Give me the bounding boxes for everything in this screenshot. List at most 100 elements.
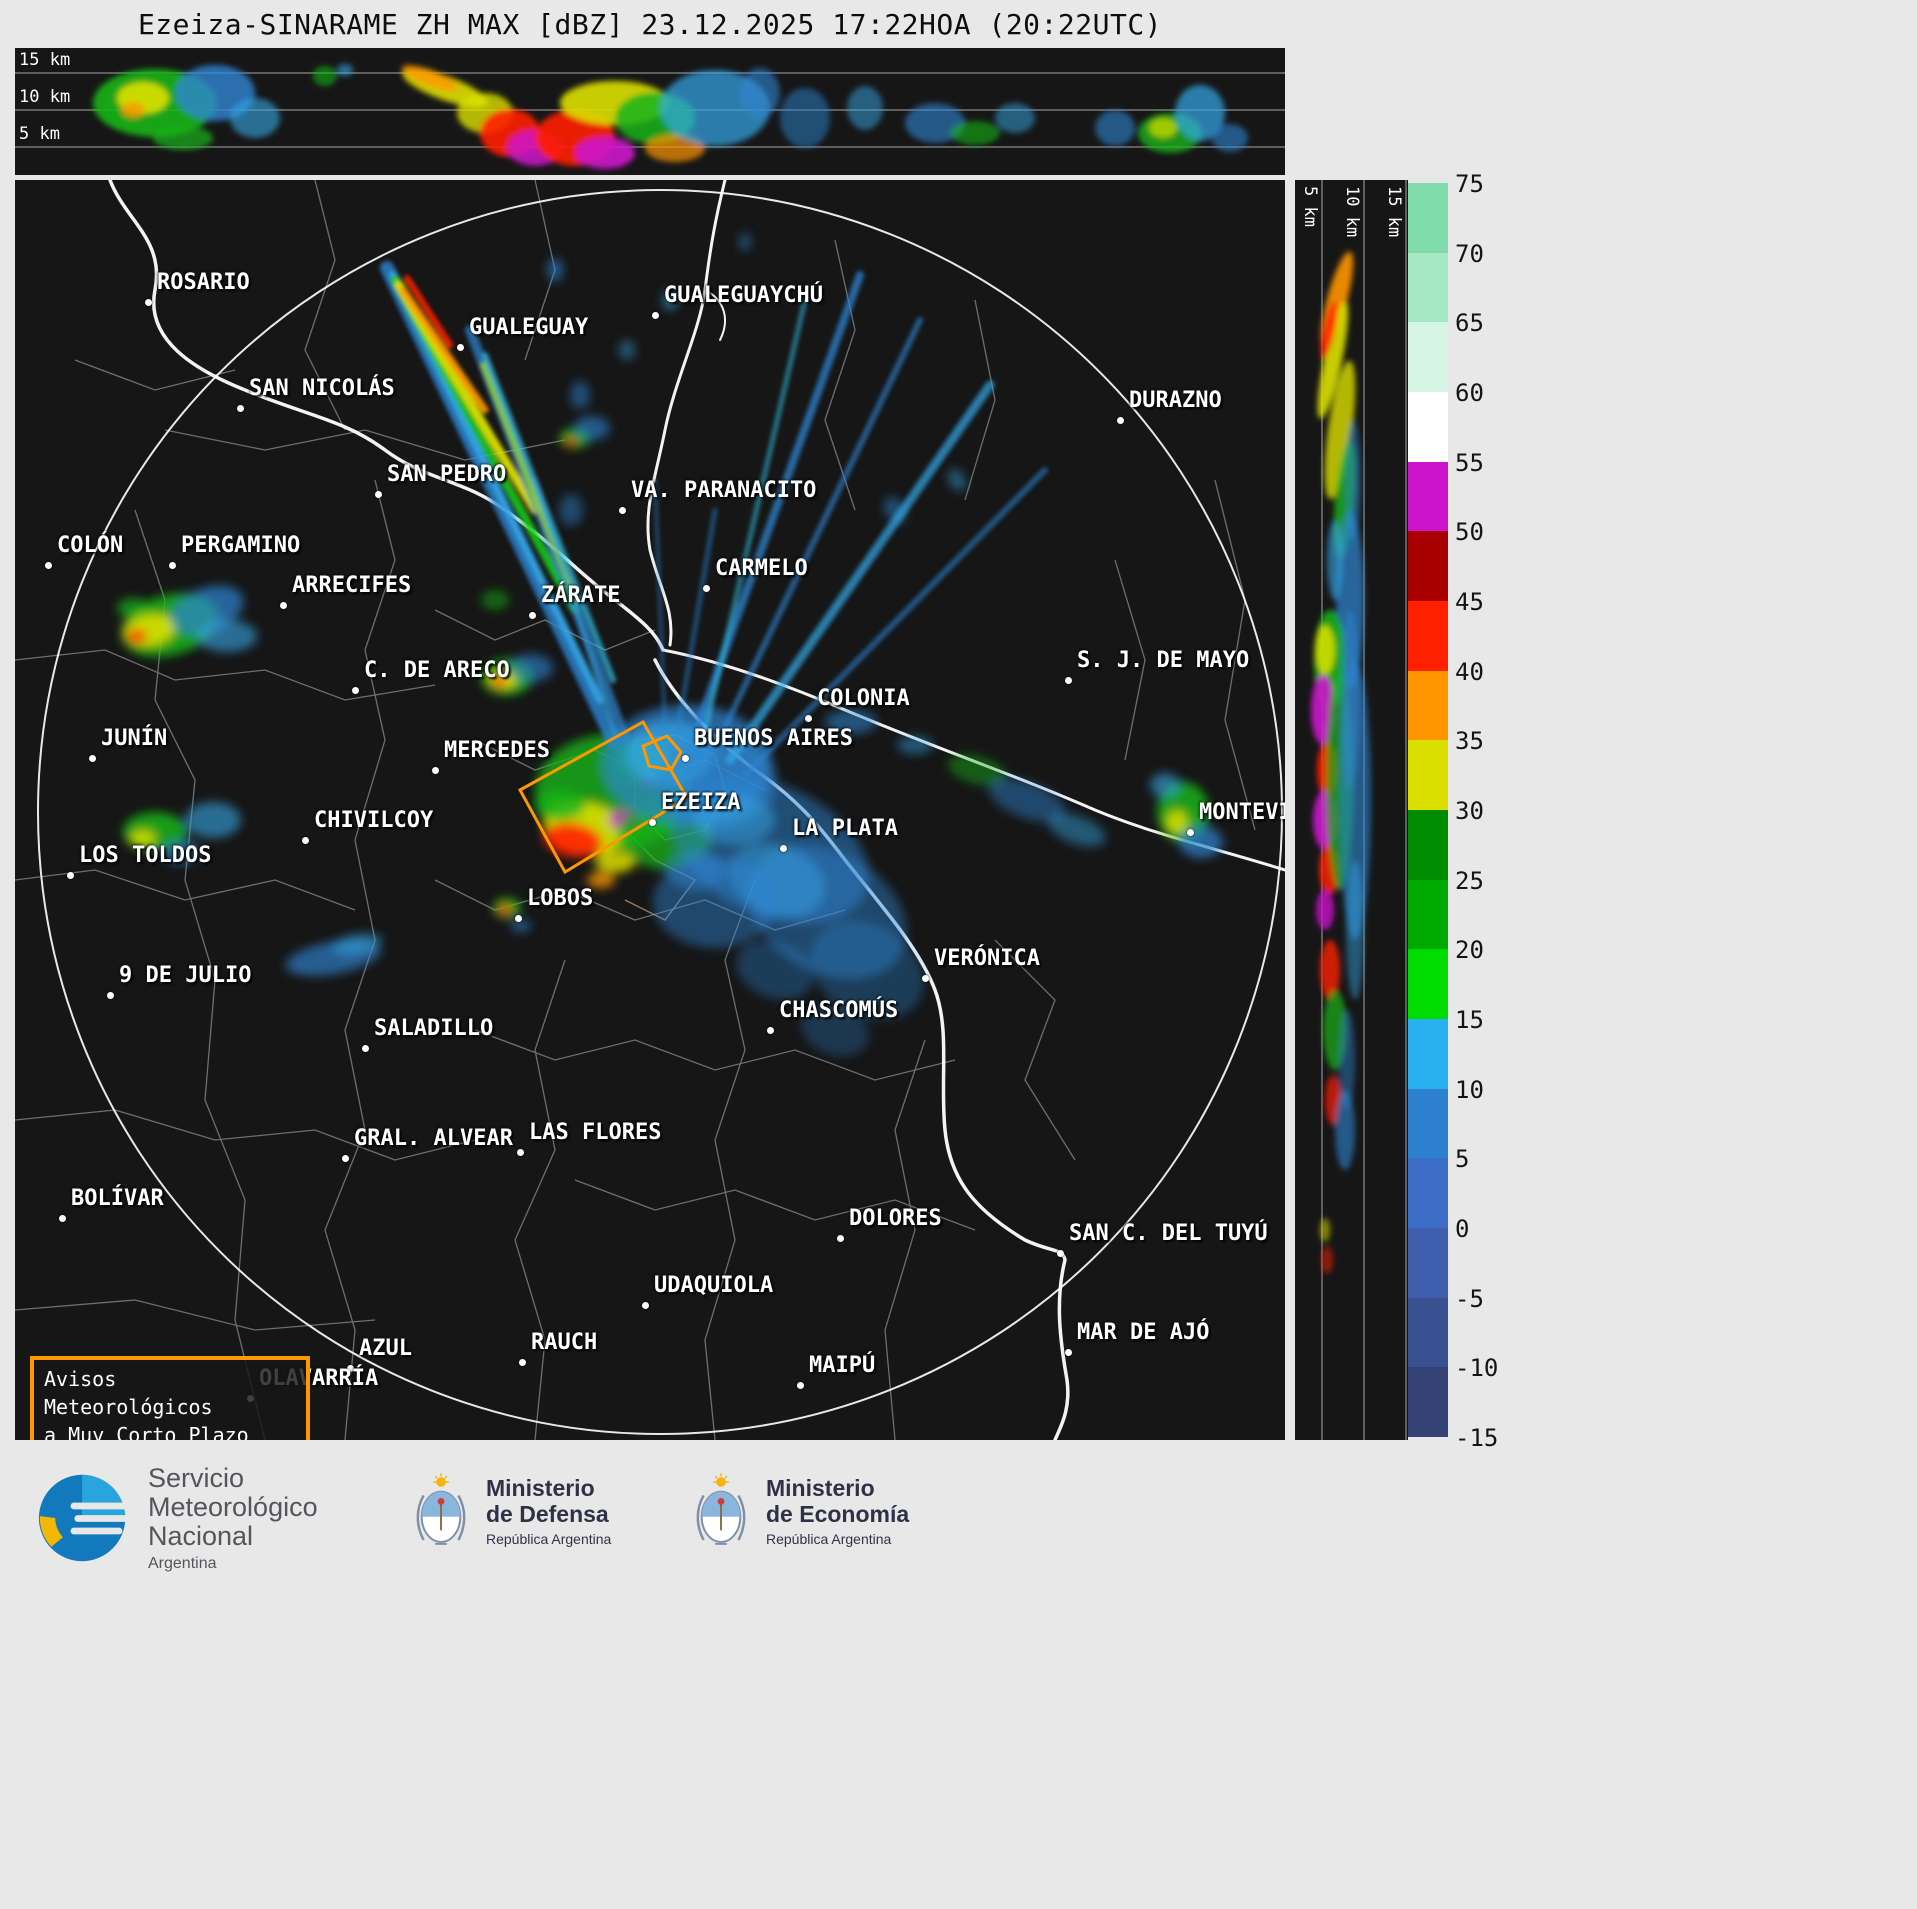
colorbar-tick-label: 70 (1455, 239, 1484, 268)
radar-echo-blob (509, 654, 553, 682)
city-label: S. J. DE MAYO (1077, 648, 1250, 673)
radar-echo-blob (740, 68, 780, 118)
radar-echo-blob (197, 620, 257, 652)
smn-line-1: Servicio (148, 1463, 245, 1493)
radar-echo-blob (663, 290, 677, 310)
defensa-line-2: de Defensa (486, 1500, 609, 1527)
city-label: GUALEGUAYCHÚ (664, 283, 823, 308)
radar-echo-blob (780, 88, 830, 148)
colorbar-segment (1408, 1088, 1448, 1159)
defensa-sub: República Argentina (486, 1531, 612, 1548)
city-dot (796, 1381, 804, 1389)
top-cross-section (15, 48, 1285, 175)
city-label: CHASCOMÚS (779, 998, 899, 1023)
city-label: MERCEDES (444, 738, 550, 763)
colorbar-tick-label: 25 (1455, 866, 1484, 895)
city-label: SAN NICOLÁS (249, 376, 395, 401)
city-label: BUENOS AIRES (694, 726, 853, 751)
radar-echo-blob (1345, 420, 1361, 540)
colorbar-segment (1408, 1019, 1448, 1089)
altitude-label-5km: 5 km (19, 124, 60, 144)
city-dot (518, 1358, 526, 1366)
radar-echo-blob (1320, 940, 1340, 1000)
radar-echo-blob (337, 64, 353, 76)
city-label: C. DE ARECO (364, 658, 510, 683)
radar-echo-blob (574, 416, 610, 440)
city-dot (346, 1364, 354, 1372)
radar-spoke-echoes (380, 261, 1048, 778)
colorbar-tick-label: 0 (1455, 1215, 1470, 1243)
colorbar-tick-label: 35 (1455, 727, 1484, 756)
city-dot (528, 611, 536, 619)
colorbar-tick-label: 15 (1455, 1006, 1484, 1034)
city-label: SAN PEDRO (387, 462, 507, 487)
right-radar-echoes (1311, 251, 1371, 1274)
radar-echo-blob (1335, 1090, 1355, 1170)
city-dot (106, 991, 114, 999)
radar-echo-streak (404, 275, 453, 348)
warning-line-2: a Muy Corto Plazo (44, 1423, 249, 1440)
colorbar-tick-label: 40 (1455, 657, 1484, 686)
city-label: CARMELO (715, 556, 808, 581)
city-label: AZUL (359, 1336, 412, 1361)
colorbar-tick-label: 5 (1455, 1145, 1470, 1174)
colorbar-segment (1408, 322, 1448, 393)
city-dot (279, 601, 287, 609)
right-cross-section (1295, 180, 1408, 1440)
radar-echo-streak (532, 477, 618, 736)
radar-echo-streak (674, 507, 718, 738)
city-label: COLONIA (817, 686, 910, 711)
city-dot (1064, 676, 1072, 684)
city-label: JUNÍN (101, 726, 168, 751)
radar-echo-blob (947, 754, 1007, 786)
city-label: LOBOS (527, 886, 594, 911)
radar-echo-blob (230, 98, 280, 138)
city-dot (681, 754, 689, 762)
radar-echo-blob (1321, 1246, 1333, 1274)
colorbar-tick-label: 10 (1455, 1075, 1484, 1104)
city-dot (1064, 1348, 1072, 1356)
radar-echo-streak (742, 467, 1048, 778)
altitude-label-5km-vertical: 5 km (1300, 186, 1320, 227)
colorbar-segment (1408, 670, 1448, 741)
radar-echo-blob (481, 590, 509, 610)
warning-notice-box: Avisos Meteorológicos a Muy Corto Plazo (30, 1356, 310, 1440)
colorbar-segment (1408, 252, 1448, 323)
radar-echo-streak (725, 380, 995, 765)
city-label: MAIPÚ (809, 1353, 876, 1378)
city-dot (836, 1234, 844, 1242)
warning-line-1: Avisos Meteorológicos (44, 1367, 213, 1419)
smn-line-2: Meteorológico (148, 1492, 318, 1523)
radar-echo-blob (1212, 124, 1248, 152)
radar-echo-blob (1149, 118, 1177, 138)
radar-echo-blob (498, 905, 512, 915)
radar-map (15, 180, 1285, 1440)
ministerio-economia-text: Ministerio de Economía República Argenti… (766, 1475, 909, 1548)
defensa-line-1: Ministerio (486, 1474, 595, 1501)
economia-sub: República Argentina (766, 1531, 892, 1548)
city-label: PERGAMINO (181, 533, 301, 558)
ministerio-economia-brand: Ministerio de Economía República Argenti… (692, 1472, 909, 1550)
city-label: UDAQUIOLA (654, 1273, 774, 1298)
radar-echo-blob (801, 1003, 869, 1057)
city-label: VERÓNICA (934, 946, 1040, 971)
radar-echo-blob (1150, 773, 1180, 797)
city-dot (516, 1148, 524, 1156)
city-dot (648, 818, 656, 826)
city-label: LOS TOLDOS (79, 843, 212, 868)
radar-echo-blob (153, 126, 213, 150)
colorbar-tick-label: 50 (1455, 518, 1484, 547)
colorbar-segment (1408, 949, 1448, 1020)
city-dot (301, 836, 309, 844)
radar-echo-blob (847, 86, 883, 130)
city-label: RAUCH (531, 1330, 598, 1355)
radar-echo-blob (810, 920, 924, 1020)
colorbar-tick-labels: 75 70 65 60 55 50 45 40 35 30 25 20 15 10 5 0 -5 -10 -15 (1455, 170, 1535, 1452)
radar-echo-blob (1315, 625, 1335, 675)
city-dot (1116, 416, 1124, 424)
smn-logo-icon (38, 1475, 131, 1562)
city-label: EZEIZA (661, 790, 741, 815)
colorbar-segment (1408, 810, 1448, 880)
city-dot (431, 766, 439, 774)
city-label: SAN C. DEL TUYÚ (1069, 1221, 1268, 1246)
